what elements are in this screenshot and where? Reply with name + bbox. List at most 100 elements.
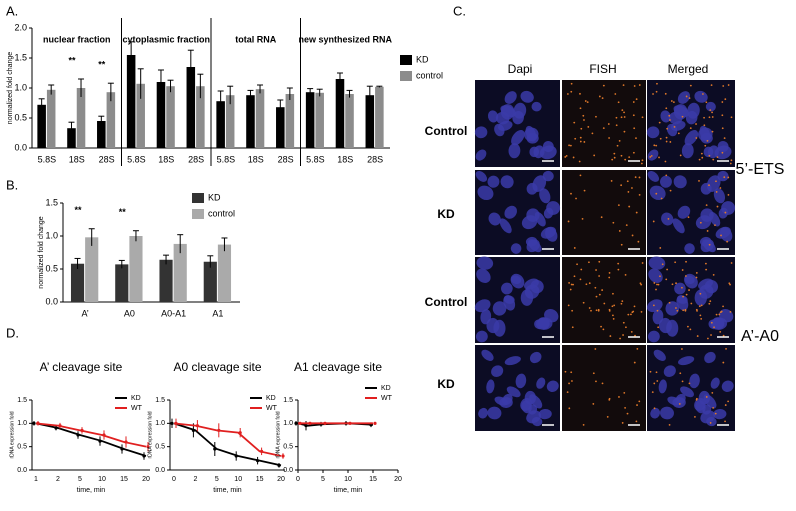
- micrograph: [562, 345, 646, 431]
- nucleus: [500, 104, 515, 120]
- fish-signal: [635, 420, 638, 423]
- nucleus: [677, 91, 690, 104]
- fish-signal: [569, 288, 572, 291]
- point: [304, 424, 308, 428]
- fish-signal: [657, 283, 660, 286]
- nucleus: [684, 273, 698, 289]
- fish-signal: [723, 176, 726, 179]
- fish-signal: [621, 300, 624, 303]
- fish-signal: [640, 283, 643, 286]
- fish-signal: [622, 321, 625, 324]
- fish-signal: [572, 156, 575, 159]
- fish-signal: [594, 286, 597, 289]
- fish-signal: [593, 154, 596, 157]
- legend-label: control: [416, 70, 443, 80]
- x-tick-label: 2: [56, 476, 60, 483]
- x-tick-label: 18S: [337, 154, 353, 164]
- point: [98, 439, 102, 443]
- nucleus: [694, 397, 706, 411]
- fish-signal: [724, 420, 726, 423]
- panel-letter: B.: [6, 177, 18, 192]
- nucleus: [487, 406, 502, 420]
- fish-signal: [685, 260, 687, 263]
- fish-signal: [707, 337, 709, 340]
- fish-signal: [671, 283, 674, 286]
- nucleus: [476, 256, 494, 270]
- fish-signal: [700, 304, 703, 307]
- fish-signal: [636, 404, 638, 406]
- bar: [37, 104, 46, 148]
- fish-signal: [635, 98, 638, 101]
- point: [298, 421, 302, 425]
- nucleus: [491, 365, 504, 377]
- point: [281, 454, 285, 458]
- x-tick-label: 5.8S: [306, 154, 325, 164]
- nucleus: [646, 299, 663, 313]
- fish-signal: [641, 159, 644, 162]
- fish-signal: [650, 155, 653, 157]
- fish-signal: [730, 116, 733, 119]
- fish-signal: [608, 397, 611, 400]
- nucleus: [534, 211, 546, 227]
- fish-signal: [638, 400, 641, 403]
- bar: [255, 89, 265, 148]
- fish-signal: [633, 85, 636, 87]
- fish-signal: [580, 268, 583, 271]
- fish-signal: [583, 189, 586, 192]
- nucleus: [504, 205, 517, 219]
- panel-letter: D.: [6, 325, 19, 340]
- y-axis-label: rDNA expression fold: [147, 411, 153, 458]
- fish-signal: [613, 156, 616, 159]
- nucleus: [502, 393, 513, 405]
- fish-signal: [601, 97, 604, 100]
- fish-signal: [703, 124, 706, 127]
- chart-title: A’ cleavage site: [40, 360, 123, 374]
- x-tick-label: A1: [212, 308, 223, 318]
- fish-signal: [681, 115, 684, 118]
- x-tick-label: 28S: [188, 154, 204, 164]
- x-tick-label: 5: [321, 476, 325, 483]
- fish-signal: [689, 127, 692, 130]
- row-label: KD: [437, 377, 455, 391]
- fish-signal: [665, 140, 668, 143]
- legend-swatch: [400, 55, 412, 65]
- fish-signal: [675, 307, 677, 309]
- fish-signal: [570, 371, 573, 374]
- bar: [166, 86, 175, 148]
- fish-signal: [592, 403, 595, 405]
- nucleus: [647, 330, 660, 343]
- series-line: [35, 422, 147, 457]
- fish-signal: [716, 156, 719, 159]
- fish-signal: [627, 191, 630, 193]
- fish-signal: [656, 380, 659, 382]
- fish-signal: [570, 192, 572, 195]
- fish-signal: [602, 84, 605, 87]
- fish-signal: [628, 156, 631, 159]
- fish-signal: [721, 114, 724, 117]
- nucleus: [486, 379, 495, 394]
- fish-signal: [611, 158, 614, 161]
- fish-signal: [620, 154, 623, 157]
- bar: [115, 264, 129, 302]
- fish-signal: [653, 282, 656, 284]
- fish-signal: [672, 101, 675, 103]
- nucleus: [524, 278, 539, 290]
- y-tick-label: 0.0: [14, 142, 27, 152]
- nucleus: [675, 393, 686, 405]
- fish-signal: [685, 95, 688, 98]
- fish-signal: [677, 132, 680, 135]
- fish-signal: [653, 407, 656, 410]
- fish-signal: [652, 93, 654, 95]
- fish-signal: [602, 328, 605, 331]
- x-tick-label: 15: [369, 476, 377, 483]
- point: [260, 449, 264, 453]
- fish-signal: [664, 92, 667, 95]
- fish-signal: [602, 127, 605, 130]
- y-tick-label: 1.5: [155, 397, 165, 404]
- fish-signal: [705, 396, 708, 398]
- fish-signal: [724, 98, 727, 101]
- point: [170, 421, 174, 425]
- fish-signal: [653, 382, 656, 385]
- nucleus: [658, 379, 667, 394]
- fish-signal: [618, 230, 621, 232]
